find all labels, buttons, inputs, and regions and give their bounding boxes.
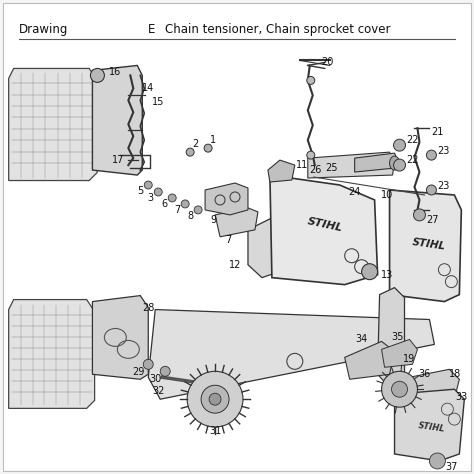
Text: 15: 15 [152,97,164,107]
Polygon shape [345,341,394,379]
Circle shape [307,76,315,84]
Polygon shape [205,183,248,215]
Circle shape [144,181,152,189]
Text: 36: 36 [419,369,430,379]
Circle shape [143,359,153,369]
Text: 1: 1 [210,135,216,145]
Text: 10: 10 [382,190,394,200]
Text: 22: 22 [406,135,419,145]
Polygon shape [378,288,404,387]
Text: STIHL: STIHL [306,216,344,234]
Polygon shape [215,208,258,237]
Text: 12: 12 [229,260,241,270]
Text: Chain tensioner, Chain sprocket cover: Chain tensioner, Chain sprocket cover [165,23,391,36]
Text: 33: 33 [455,392,467,402]
Text: 2: 2 [192,139,198,149]
Circle shape [393,139,405,151]
Circle shape [382,371,418,407]
Text: STIHL: STIHL [412,237,447,252]
Polygon shape [9,68,97,181]
Text: 25: 25 [326,163,338,173]
Text: 20: 20 [321,57,334,67]
Circle shape [209,393,221,405]
Text: 7: 7 [225,235,231,245]
Circle shape [201,385,229,413]
Polygon shape [390,190,461,301]
Text: 35: 35 [392,332,404,342]
Text: 30: 30 [149,374,161,384]
Circle shape [160,366,170,376]
Circle shape [427,185,437,195]
Text: 34: 34 [356,335,368,345]
Text: 24: 24 [348,187,361,197]
Polygon shape [382,339,418,367]
Circle shape [186,148,194,156]
Circle shape [413,209,426,221]
Circle shape [427,150,437,160]
Circle shape [154,188,162,196]
Text: STIHL: STIHL [417,421,446,433]
Circle shape [204,144,212,152]
Circle shape [307,151,315,159]
Polygon shape [308,152,394,178]
Text: 23: 23 [437,181,449,191]
Circle shape [194,206,202,214]
Text: 26: 26 [310,165,322,175]
Text: 5: 5 [137,186,144,196]
Polygon shape [400,369,459,409]
Text: 37: 37 [445,462,457,472]
Text: 14: 14 [142,83,155,93]
Text: 17: 17 [112,155,125,165]
Polygon shape [148,310,434,399]
Text: 19: 19 [403,355,416,365]
Text: Drawing: Drawing [18,23,68,36]
Text: 31: 31 [209,426,221,436]
Circle shape [168,194,176,202]
Circle shape [181,200,189,208]
Text: 8: 8 [187,211,193,221]
Text: E: E [148,23,155,36]
Circle shape [393,159,405,171]
FancyBboxPatch shape [3,3,471,471]
Text: 7: 7 [174,205,180,215]
Text: 3: 3 [147,193,153,203]
Polygon shape [92,296,148,379]
Text: 21: 21 [431,127,444,137]
Polygon shape [355,153,398,172]
Polygon shape [268,160,295,182]
Text: 22: 22 [406,155,419,165]
Polygon shape [92,65,142,175]
Text: 18: 18 [449,369,462,379]
Text: 16: 16 [109,67,121,77]
Polygon shape [9,300,95,409]
Text: 13: 13 [382,270,394,280]
Polygon shape [248,218,288,278]
Text: 9: 9 [210,215,216,225]
Ellipse shape [390,156,400,170]
Circle shape [91,68,104,82]
Text: 32: 32 [152,386,164,396]
Text: 29: 29 [132,367,145,377]
Circle shape [362,264,378,280]
Circle shape [187,371,243,427]
Circle shape [392,381,408,397]
Polygon shape [394,389,465,461]
Polygon shape [270,175,378,284]
Text: 28: 28 [142,302,155,312]
Circle shape [429,453,446,469]
Text: 6: 6 [161,199,167,209]
Text: 23: 23 [437,146,449,156]
Text: 27: 27 [426,215,438,225]
Text: 11: 11 [296,160,308,170]
